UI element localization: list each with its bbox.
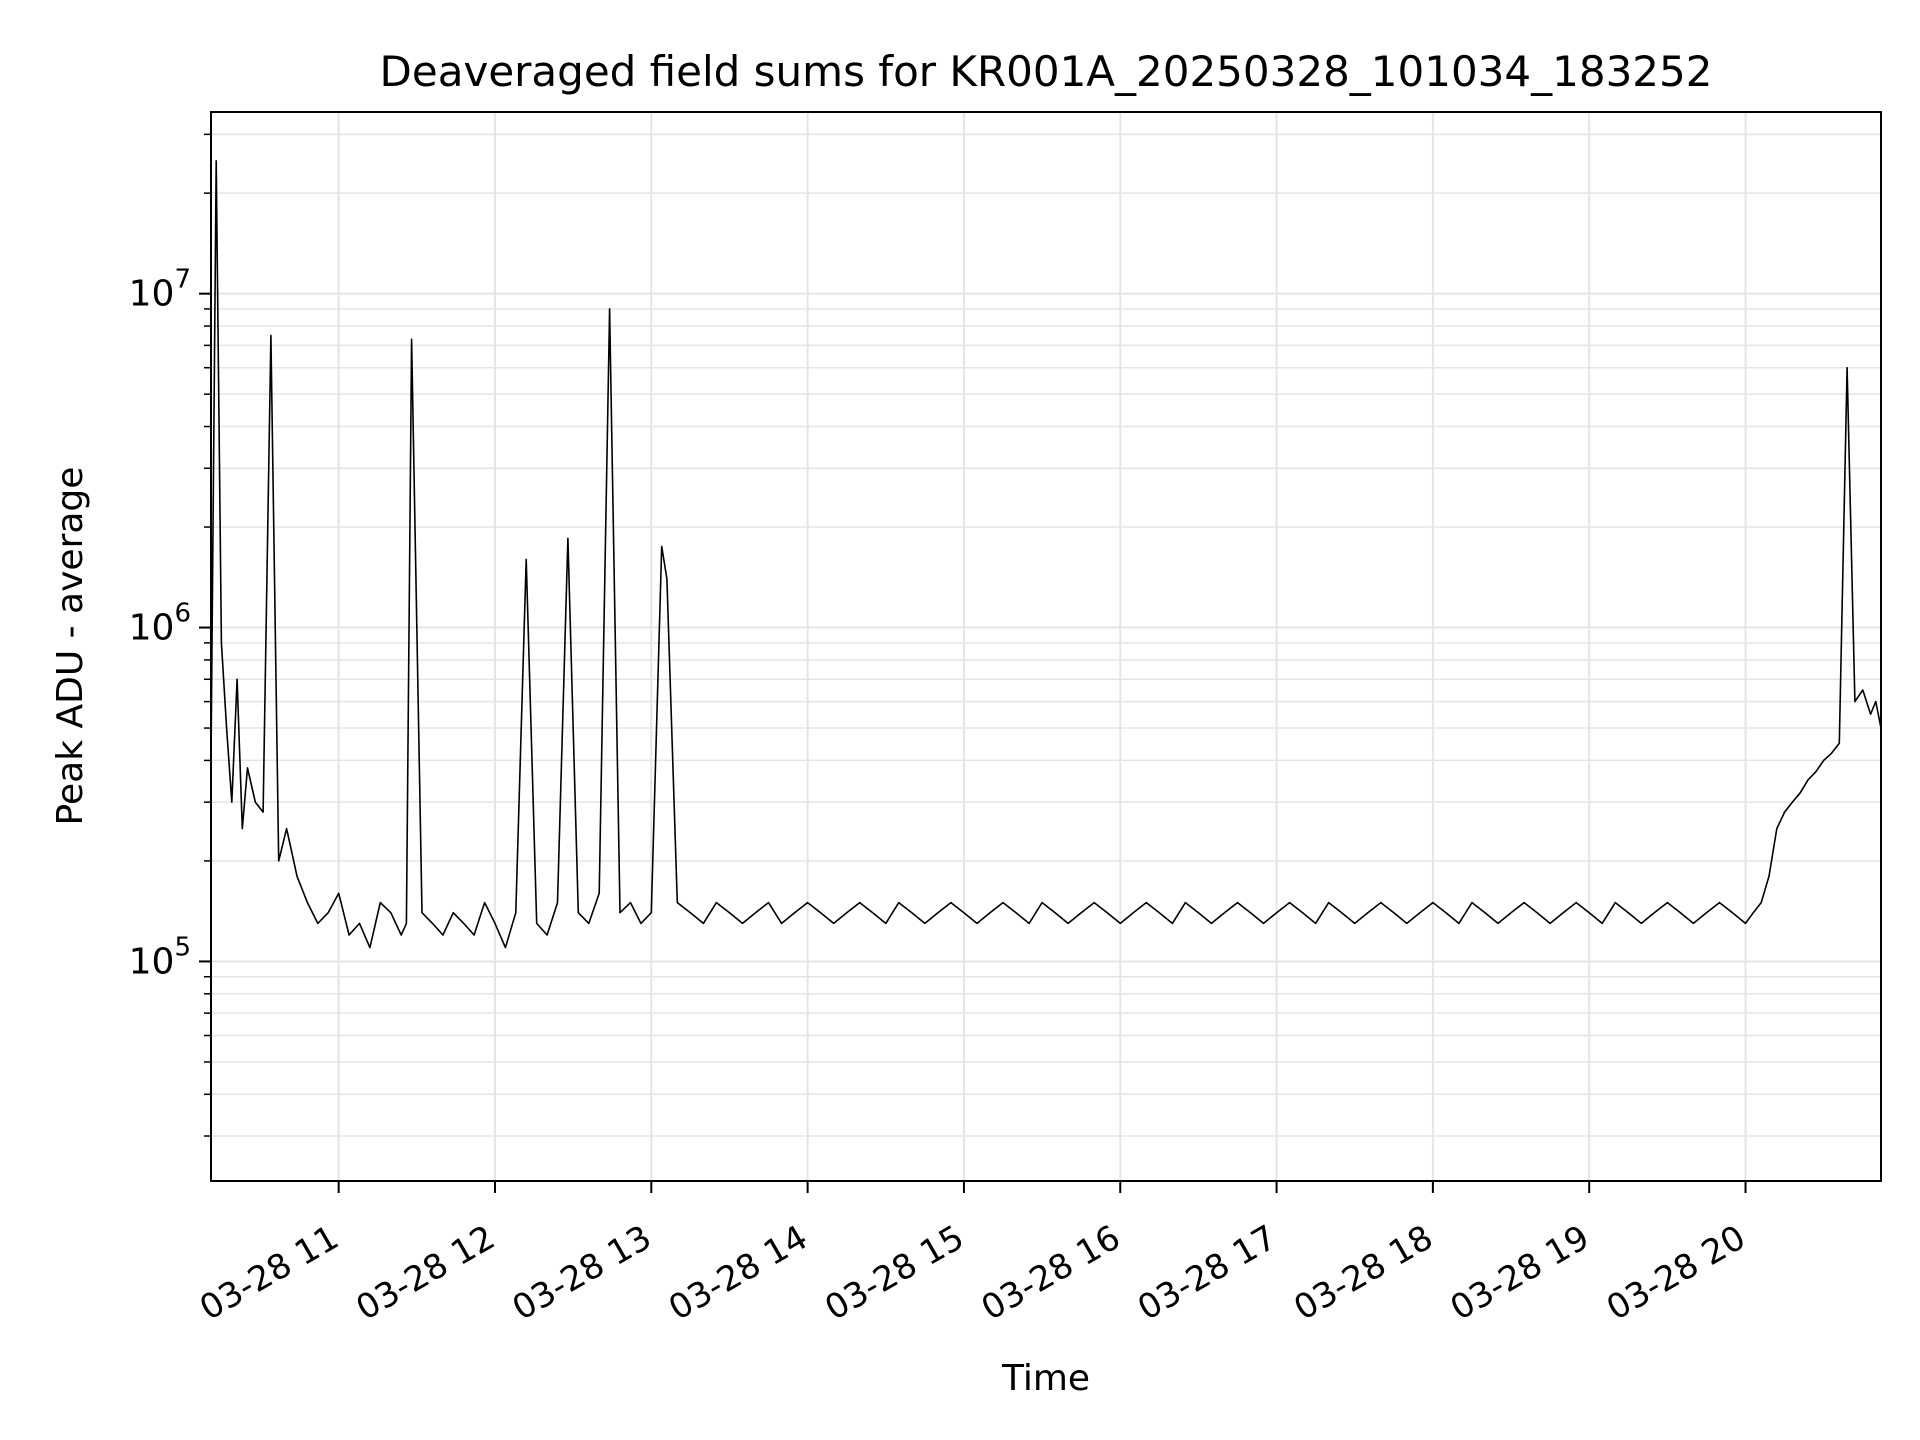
- plot-area-frame: [210, 111, 1882, 1182]
- y-tick-label: 107: [129, 265, 191, 315]
- chart-title: Deaveraged field sums for KR001A_2025032…: [380, 47, 1713, 96]
- y-tick-base: 10: [129, 941, 175, 982]
- y-tick-exponent: 6: [174, 599, 191, 629]
- x-axis-label: Time: [1001, 1358, 1090, 1399]
- y-axis-label: Peak ADU - average: [50, 467, 91, 826]
- series-line-0: [210, 160, 1882, 949]
- y-tick-base: 10: [129, 274, 175, 315]
- grid: [211, 112, 1881, 1181]
- y-tick-exponent: 7: [174, 265, 191, 295]
- data-line-layer: [210, 160, 1882, 949]
- y-tick-label: 105: [129, 932, 191, 982]
- y-tick-exponent: 5: [174, 932, 191, 962]
- y-tick-base: 10: [129, 608, 175, 649]
- y-tick-label: 106: [129, 599, 191, 649]
